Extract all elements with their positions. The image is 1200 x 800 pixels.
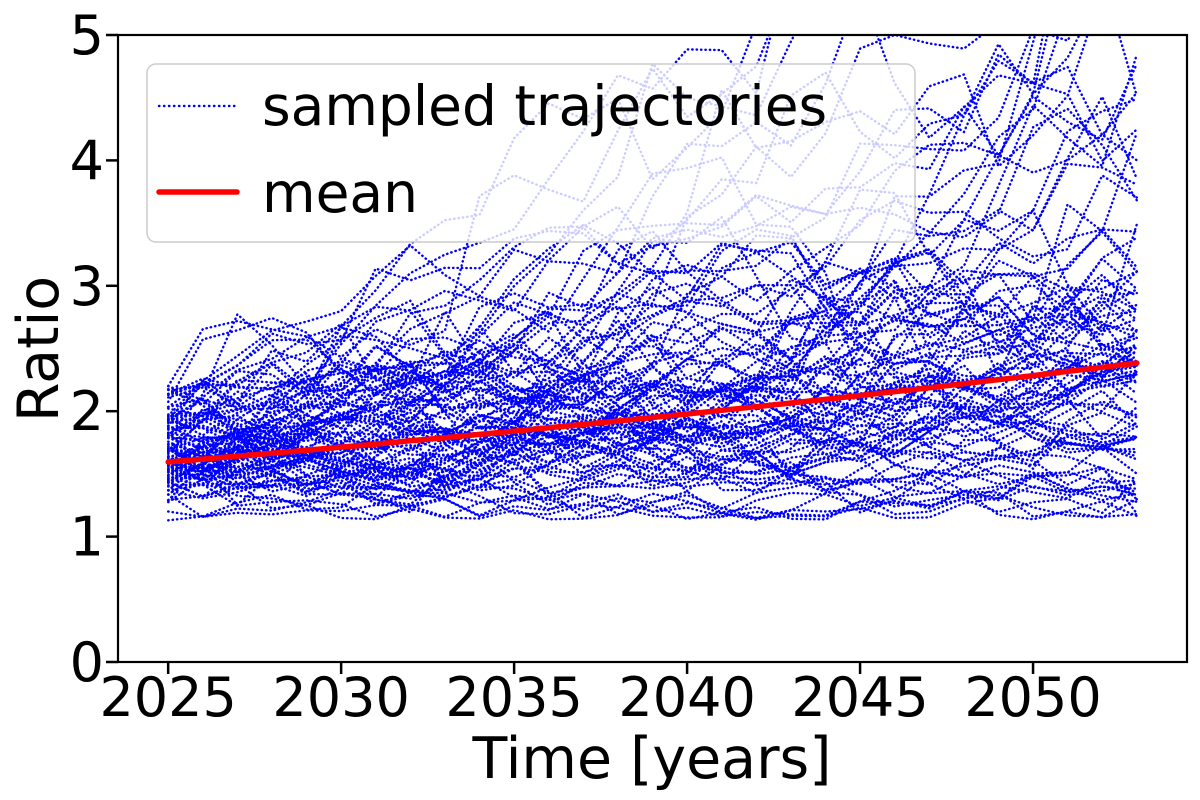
trajectory-line <box>166 281 1139 489</box>
legend: sampled trajectories mean <box>146 63 916 243</box>
trajectory-line <box>166 443 1139 504</box>
trajectory-line <box>166 400 1139 519</box>
trajectory-line <box>166 354 1139 502</box>
trajectory-line <box>166 251 1139 487</box>
trajectory-line <box>166 62 1139 519</box>
trajectory-line <box>166 349 1139 480</box>
x-tick-label: 2050 <box>964 666 1101 729</box>
trajectory-line <box>166 310 1139 496</box>
trajectory-line <box>166 228 1139 428</box>
trajectory-line <box>166 452 1139 500</box>
trajectory-line <box>166 270 1139 514</box>
legend-label-mean: mean <box>262 161 418 225</box>
trajectory-line <box>166 35 1049 454</box>
trajectory-line <box>166 420 1139 501</box>
y-tick-label: 0 <box>70 631 104 694</box>
x-tick-label: 2035 <box>445 666 582 729</box>
trajectory-line <box>166 275 1139 502</box>
x-tick-label: 2045 <box>791 666 928 729</box>
y-tick-label: 5 <box>70 4 104 67</box>
trajectory-line <box>166 275 1139 482</box>
trajectory-line <box>166 336 1139 492</box>
trajectory-line <box>166 333 1139 476</box>
trajectory-line <box>166 364 1139 476</box>
x-tick-label: 2025 <box>99 666 236 729</box>
trajectory-line <box>166 59 1139 447</box>
trajectory-line <box>166 248 1139 482</box>
trajectory-line <box>166 483 1139 521</box>
trajectory-line <box>166 353 1139 480</box>
trajectory-line <box>166 97 1139 466</box>
y-tick-label: 2 <box>70 380 104 443</box>
trajectory-line <box>166 305 1139 500</box>
trajectory-line <box>166 53 1139 500</box>
y-tick-label: 4 <box>70 129 104 192</box>
trajectory-line <box>166 35 1045 452</box>
y-tick-label: 3 <box>70 255 104 318</box>
trajectory-line <box>166 343 1139 522</box>
trajectory-line <box>166 278 1139 480</box>
trajectory-line <box>166 351 1139 492</box>
trajectory-line <box>166 228 1139 465</box>
trajectory-line <box>166 35 1081 409</box>
trajectory-line <box>166 35 985 404</box>
plot-border <box>116 33 1189 664</box>
trajectory-line <box>166 478 1139 521</box>
trajectory-line <box>166 35 1139 428</box>
x-axis: 2025 2030 2035 2040 2045 2050 <box>99 662 1102 729</box>
trajectory-line <box>166 416 1139 476</box>
trajectory-line <box>166 311 1139 492</box>
trajectory-line <box>166 223 1139 439</box>
trajectory-line <box>166 328 1139 507</box>
trajectory-line <box>166 105 1139 474</box>
trajectory-line <box>166 95 1139 461</box>
trajectory-line <box>166 472 1139 520</box>
trajectory-line <box>166 288 1139 408</box>
trajectory-line <box>166 338 1139 481</box>
y-axis-label: Ratio <box>6 276 72 422</box>
y-tick-label: 1 <box>70 506 104 569</box>
trajectory-line <box>166 35 1139 467</box>
trajectory-line <box>166 338 1139 470</box>
x-axis-label: Time [years] <box>472 726 832 792</box>
x-tick-label: 2030 <box>272 666 409 729</box>
trajectory-line <box>166 369 1139 470</box>
trajectory-line <box>166 318 1139 498</box>
trajectory-line <box>166 350 1139 458</box>
trajectory-line <box>166 35 1037 395</box>
trajectory-line <box>166 373 1139 478</box>
trajectory-line <box>166 241 1139 464</box>
trajectory-line <box>166 285 1139 496</box>
trajectory-line <box>166 256 1139 409</box>
legend-box <box>146 63 916 243</box>
y-axis: 0 1 2 3 4 5 <box>70 4 118 694</box>
trajectory-line <box>166 307 1139 440</box>
trajectory-line <box>166 401 1139 521</box>
x-tick-label: 2040 <box>618 666 755 729</box>
mean-line <box>165 360 1140 465</box>
trajectory-line <box>166 162 1139 498</box>
trajectory-line <box>166 455 1139 518</box>
legend-label-trajectories: sampled trajectories <box>262 74 827 138</box>
trajectory-line <box>166 361 1139 444</box>
trajectory-line <box>166 357 1139 488</box>
